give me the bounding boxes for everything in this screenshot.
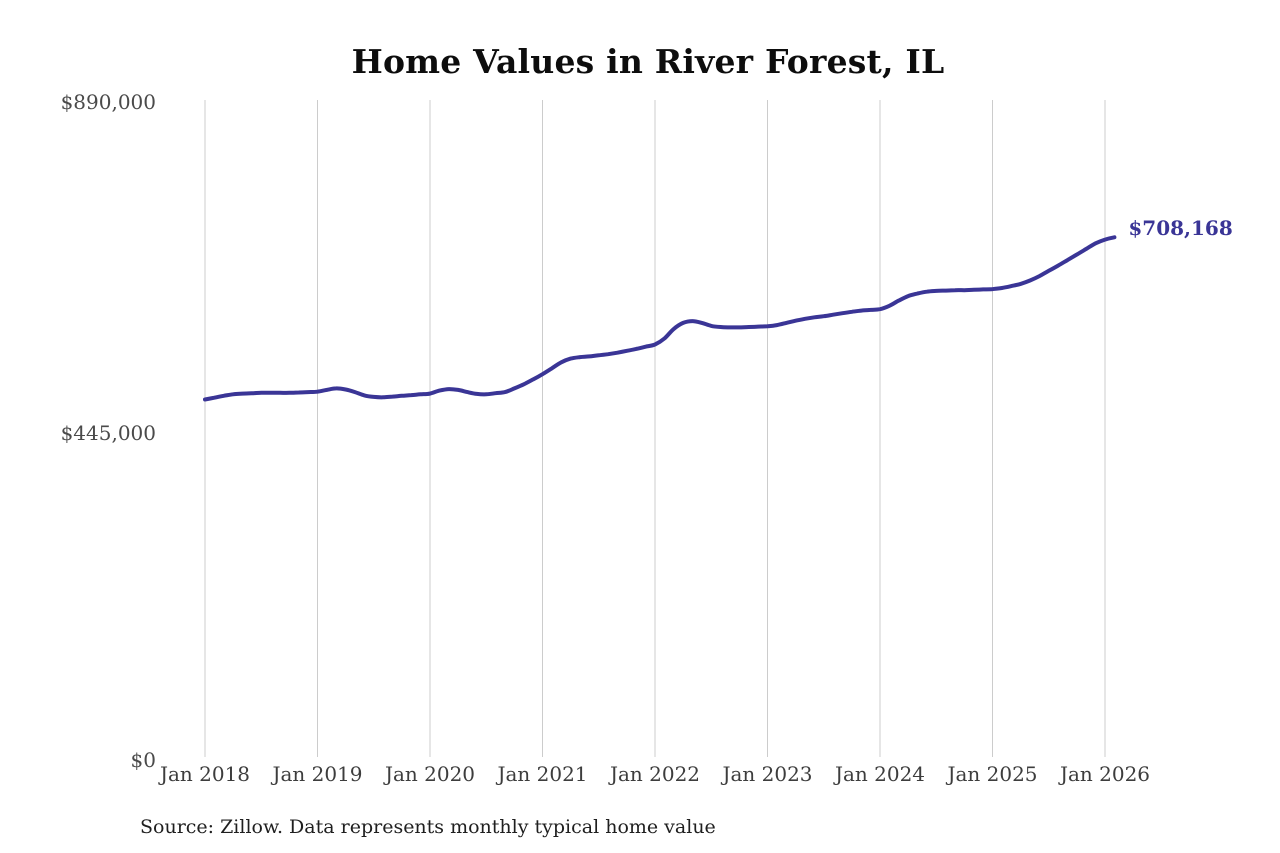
y-axis-label-0: $0 xyxy=(130,748,156,772)
chart-title: Home Values in River Forest, IL xyxy=(351,42,945,81)
x-tick-label-7: Jan 2025 xyxy=(947,762,1038,786)
x-tick-label-5: Jan 2023 xyxy=(722,762,813,786)
source-note: Source: Zillow. Data represents monthly … xyxy=(140,816,716,838)
x-tick-label-6: Jan 2024 xyxy=(834,762,926,786)
latest-value-label: $708,168 xyxy=(1128,216,1233,241)
x-tick-label-3: Jan 2021 xyxy=(497,762,588,786)
x-tick-label-4: Jan 2022 xyxy=(609,762,701,786)
y-axis-label-890000: $890,000 xyxy=(60,90,156,114)
x-tick-label-1: Jan 2019 xyxy=(272,762,363,786)
x-tick-label-2: Jan 2020 xyxy=(384,762,476,786)
y-axis-label-445000: $445,000 xyxy=(60,421,156,445)
x-tick-label-0: Jan 2018 xyxy=(159,762,251,786)
x-tick-label-8: Jan 2026 xyxy=(1059,762,1151,786)
